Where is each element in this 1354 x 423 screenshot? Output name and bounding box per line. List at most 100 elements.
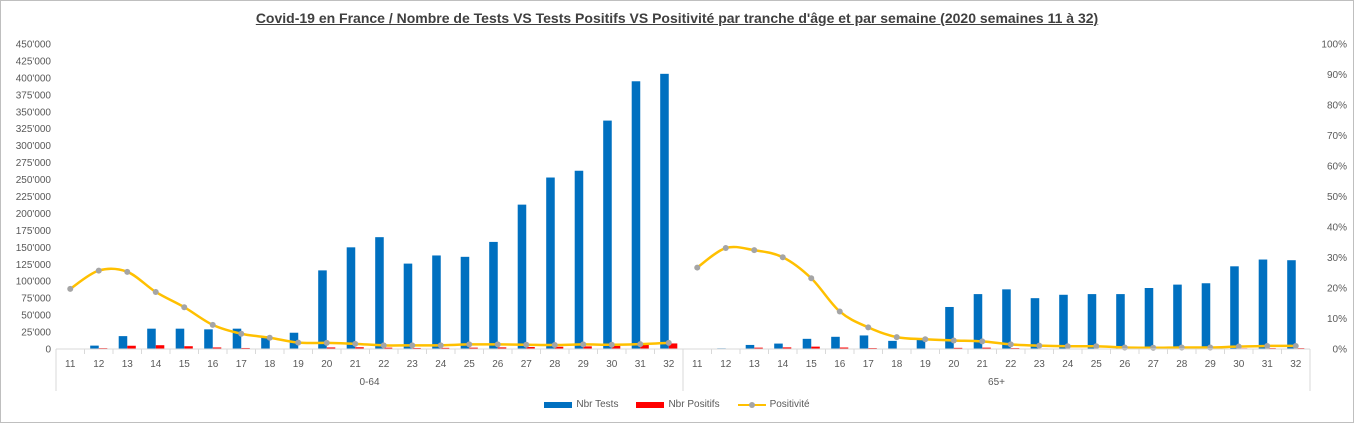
positivite-point (380, 342, 387, 349)
bar-nbr-tests (204, 329, 213, 349)
bar-nbr-tests (945, 306, 954, 349)
left-tick-label: 25'000 (21, 328, 51, 339)
positivite-point (608, 341, 615, 348)
x-tick-label: 19 (293, 359, 305, 370)
legend-item-positivite: Positivité (737, 399, 810, 410)
bar-nbr-positifs (668, 343, 678, 349)
positivite-point (893, 334, 900, 341)
positivite-line (69, 267, 669, 347)
right-tick-label: 40% (1327, 223, 1347, 234)
x-tick-label: 12 (720, 359, 732, 370)
right-tick-label: 80% (1327, 101, 1347, 112)
left-tick-label: 50'000 (21, 311, 51, 322)
positivite-point (1150, 344, 1157, 351)
positivite-point (950, 337, 957, 344)
bar-nbr-tests (489, 241, 498, 349)
left-tick-label: 325'000 (16, 124, 52, 135)
right-tick-label: 90% (1327, 70, 1347, 81)
positivite-point (323, 339, 330, 346)
x-tick-label: 19 (920, 359, 932, 370)
bar-nbr-tests (318, 270, 327, 349)
positivite-point (181, 304, 188, 311)
bar-nbr-tests (346, 247, 356, 349)
positivite-point (295, 339, 302, 346)
x-tick-label: 29 (578, 359, 590, 370)
legend-item-tests: Nbr Tests (544, 399, 618, 410)
x-tick-label: 25 (464, 359, 476, 370)
bar-nbr-tests (1087, 294, 1097, 349)
right-tick-label: 50% (1327, 192, 1347, 203)
legend-swatch-positifs (636, 401, 665, 408)
bar-nbr-tests (1116, 294, 1125, 349)
left-tick-label: 350'000 (16, 107, 52, 118)
left-tick-label: 75'000 (21, 294, 51, 305)
x-tick-label: 22 (1005, 359, 1017, 370)
bar-nbr-tests (574, 170, 584, 349)
bar-nbr-positifs (554, 346, 564, 349)
bar-nbr-tests (631, 81, 641, 350)
chart-title: Covid-19 en France / Nombre de Tests VS … (255, 10, 1099, 26)
legend-swatch-positivite (737, 400, 766, 410)
positivite-point (665, 339, 672, 346)
right-tick-label: 100% (1321, 40, 1347, 51)
positivite-point (865, 324, 872, 331)
left-tick-label: 250'000 (16, 175, 52, 186)
bar-nbr-tests (90, 345, 99, 349)
bar-nbr-tests (660, 73, 669, 350)
x-tick-label: 13 (749, 359, 761, 370)
x-tick-label: 26 (1119, 359, 1131, 370)
bar-nbr-positifs (355, 347, 364, 349)
right-tick-label: 20% (1327, 284, 1347, 295)
bar-nbr-tests (118, 336, 128, 349)
legend-label-positifs: Nbr Positifs (668, 399, 720, 410)
bar-nbr-tests (745, 344, 755, 349)
bar-nbr-tests (973, 294, 983, 349)
x-tick-label: 20 (948, 359, 960, 370)
positivite-point (437, 342, 444, 349)
x-tick-label: 18 (264, 359, 276, 370)
x-group-label: 65+ (988, 377, 1005, 388)
x-tick-label: 18 (891, 359, 903, 370)
x-tick-label: 27 (1148, 359, 1160, 370)
legend-label-tests: Nbr Tests (576, 399, 619, 410)
positivite-point (67, 285, 74, 292)
positivite-point (466, 341, 473, 348)
left-tick-label: 275'000 (16, 158, 52, 169)
x-tick-label: 13 (122, 359, 134, 370)
x-tick-label: 15 (179, 359, 191, 370)
positivite-point (694, 264, 701, 271)
left-tick-label: 0 (45, 345, 51, 356)
x-tick-label: 24 (435, 359, 447, 370)
x-axis: 11 12 13 14 15 16 17 18 19 20 21 22 23 24 25 26 27 28 29 30… (55, 348, 1311, 391)
left-tick-label: 400'000 (16, 73, 52, 84)
bar-nbr-tests (888, 340, 897, 349)
x-tick-label: 31 (635, 359, 647, 370)
x-tick-label: 21 (350, 359, 362, 370)
left-axis: 0 25'000 50'000 75'000 100'000 125'000 150'000… (16, 40, 52, 356)
x-tick-label: 14 (150, 359, 162, 370)
x-tick-label: 32 (663, 359, 675, 370)
bar-nbr-positifs (953, 347, 963, 349)
positivite-point (1036, 342, 1043, 349)
positivite-point (209, 321, 216, 328)
legend: Nbr Tests Nbr Positifs Positivité (0, 399, 1354, 410)
bar-nbr-tests (831, 336, 840, 349)
positivity-line-layer (67, 245, 1299, 351)
x-tick-label: 23 (407, 359, 419, 370)
positivite-point (551, 342, 558, 349)
bar-nbr-tests (916, 339, 926, 349)
x-tick-label: 15 (806, 359, 818, 370)
positivite-point (95, 267, 102, 274)
left-tick-label: 225'000 (16, 192, 52, 203)
positivite-point (580, 341, 587, 348)
bar-nbr-tests (375, 237, 384, 349)
bar-nbr-positifs (155, 345, 165, 349)
x-tick-label: 28 (549, 359, 561, 370)
x-tick-label: 30 (1233, 359, 1245, 370)
bar-nbr-positifs (412, 347, 421, 349)
bar-nbr-positifs (754, 347, 763, 349)
positivite-point (1264, 342, 1271, 349)
x-group-label: 0-64 (359, 377, 379, 388)
